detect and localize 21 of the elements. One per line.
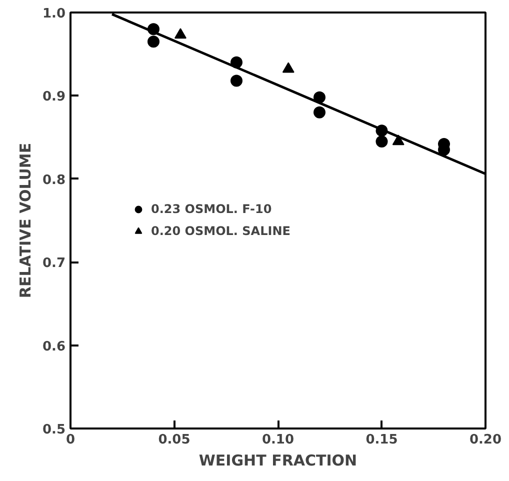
point	[282, 62, 294, 73]
x-tick-label: 0.10	[262, 432, 294, 448]
point	[174, 28, 186, 39]
y-axis-title: RELATIVE VOLUME	[16, 142, 34, 298]
point	[314, 106, 326, 118]
legend-label: 0.23 OSMOL. F-10	[151, 202, 272, 216]
x-tick-label: 0	[66, 432, 76, 448]
point	[230, 74, 242, 87]
y-tick-label: 0.8	[42, 172, 66, 188]
y-tick-label: 0.9	[42, 90, 66, 105]
x-axis-title: WEIGHT FRACTION	[198, 452, 358, 470]
y-tick-label: 0.6	[42, 339, 66, 354]
legend-label: 0.20 OSMOL. SALINE	[151, 224, 290, 238]
point	[376, 135, 388, 148]
point	[148, 36, 160, 48]
x-tick-label: 0.15	[366, 432, 398, 448]
y-tick-label: 0.7	[42, 256, 66, 272]
x-tick-label: 0.05	[158, 432, 190, 448]
y-tick-label: 1.0	[42, 6, 66, 22]
y-tick-label: 0.5	[42, 422, 66, 438]
x-tick-label: 0.20	[469, 432, 502, 448]
